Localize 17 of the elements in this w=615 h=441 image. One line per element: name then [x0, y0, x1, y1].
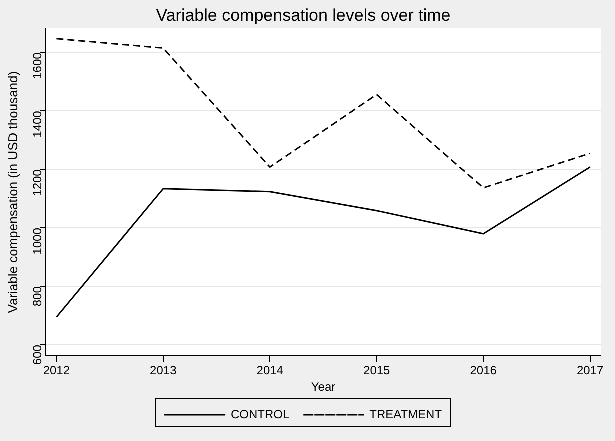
y-tick-label: 1400 — [30, 110, 44, 138]
x-tick-label: 2013 — [150, 364, 178, 378]
x-tick-label: 2016 — [470, 364, 498, 378]
y-tick-label: 800 — [30, 286, 44, 307]
x-tick-label: 2014 — [256, 364, 284, 378]
y-tick-label: 1000 — [30, 228, 44, 255]
x-tick-label: 2012 — [43, 364, 70, 378]
y-tick-label: 1600 — [30, 52, 44, 80]
x-tick-label: 2017 — [576, 364, 604, 378]
y-tick-label: 600 — [30, 344, 44, 366]
chart-title: Variable compensation levels over time — [156, 6, 451, 25]
legend-label: TREATMENT — [370, 407, 443, 422]
y-tick-label: 1200 — [30, 169, 44, 196]
x-axis-title: Year — [311, 380, 336, 394]
x-tick-label: 2015 — [364, 364, 391, 378]
legend-label: CONTROL — [230, 407, 290, 422]
y-axis-title: Variable compensation (in USD thousand) — [5, 71, 20, 314]
